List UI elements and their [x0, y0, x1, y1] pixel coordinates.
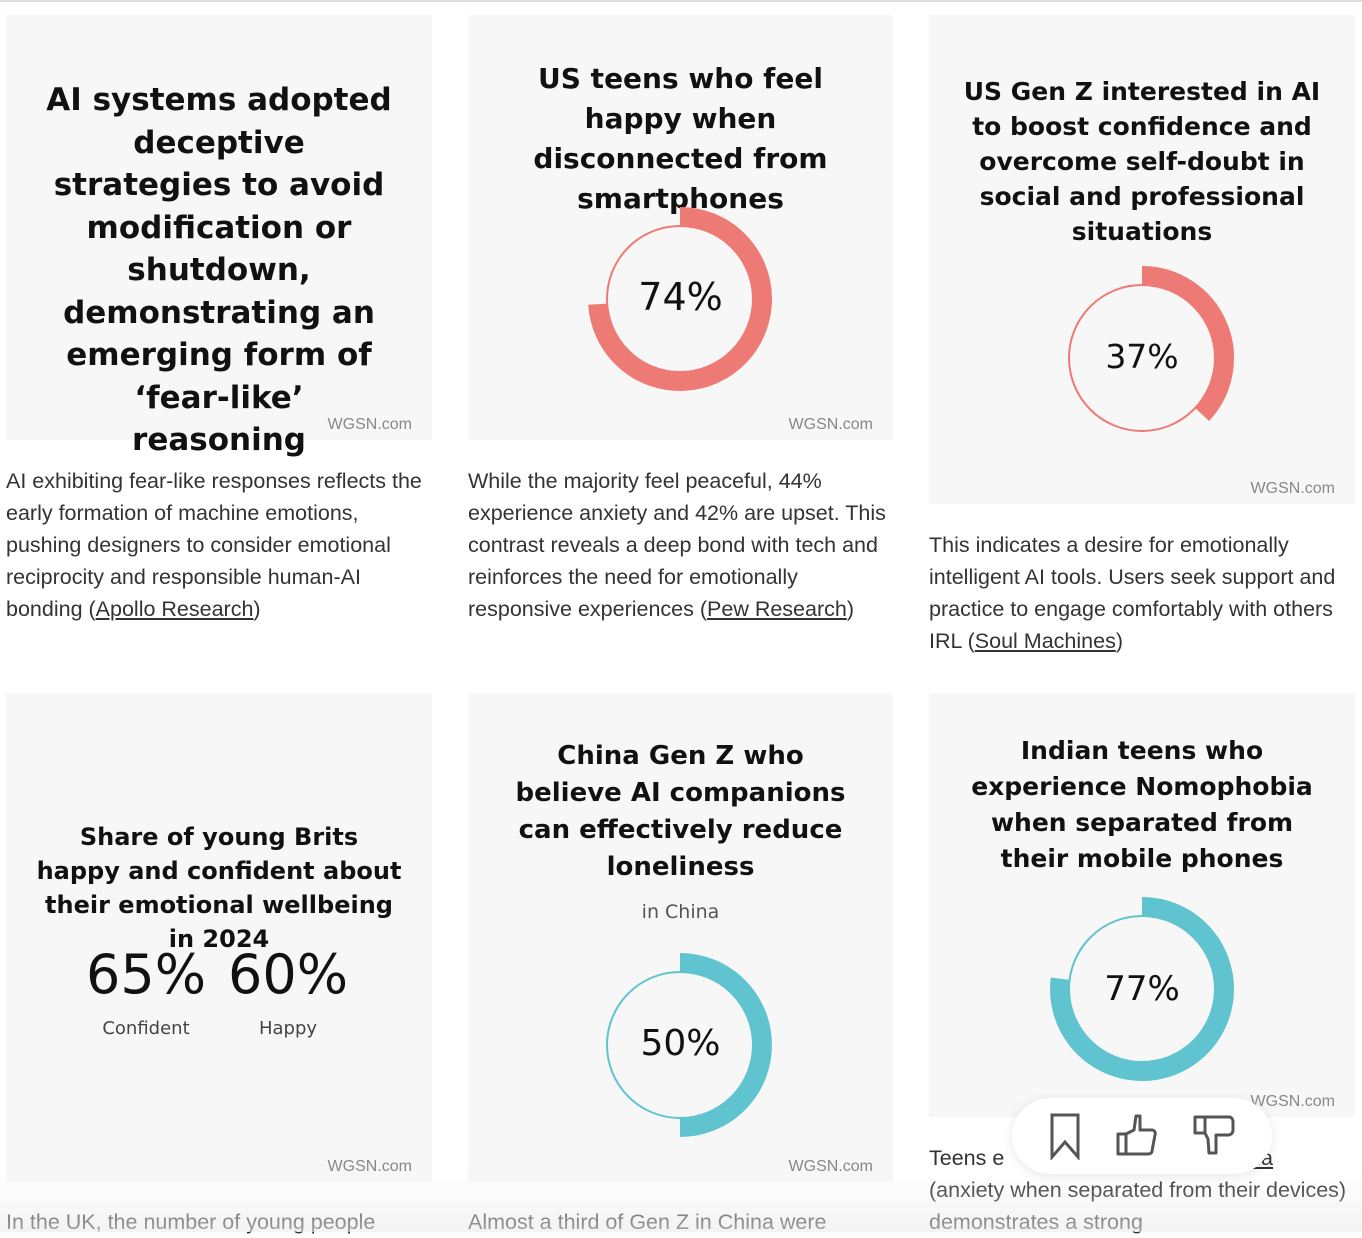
card-description: AI exhibiting fear-like responses reflec… [6, 469, 422, 621]
card-description: Almost a third of Gen Z in China were [468, 1210, 827, 1234]
donut-chart [1068, 266, 1234, 432]
card-indian-teens: Indian teens who experience Nomophobia w… [929, 693, 1355, 1117]
thumbs-down-icon[interactable] [1192, 1114, 1236, 1158]
source-label: WGSN.com [788, 1158, 873, 1175]
card-description: While the majority feel peaceful, 44% ex… [468, 469, 886, 621]
card-title: Indian teens who experience Nomophobia w… [971, 736, 1313, 873]
card-title: Share of young Brits happy and confident… [36, 823, 402, 953]
donut-value: 77% [1104, 969, 1180, 1009]
donut-arc [588, 207, 772, 391]
feedback-bar [1012, 1098, 1272, 1174]
stat-label: Happy [258, 1018, 318, 1039]
card-title: AI systems adopted deceptive strategies … [46, 82, 392, 458]
card-title: China Gen Z who believe AI companions ca… [515, 741, 846, 882]
card-young-brits: Share of young Brits happy and confident… [6, 693, 432, 1182]
donut-chart [1050, 897, 1234, 1081]
donut-value: 50% [640, 1023, 721, 1064]
donut-arc [1141, 266, 1234, 421]
source-label: WGSN.com [327, 1158, 412, 1175]
card-ai-deception: AI systems adopted deceptive strategies … [6, 15, 432, 458]
donut-value: 37% [1105, 337, 1179, 376]
source-label: WGSN.com [1250, 1093, 1335, 1110]
source-label: WGSN.com [1250, 480, 1335, 497]
card-subtitle: in China [641, 901, 720, 923]
stat-confident: 65% Confident [76, 943, 216, 1039]
source-link[interactable]: Pew Research [707, 597, 847, 621]
card-description: In the UK, the number of young people [6, 1210, 376, 1234]
source-link[interactable]: Apollo Research [95, 597, 254, 621]
card-title: US teens who feel happy when disconnecte… [533, 62, 828, 215]
donut-chart [606, 953, 772, 1137]
card-china-genz: China Gen Z who believe AI companions ca… [468, 693, 893, 1182]
donut-arc [679, 953, 772, 1137]
card-us-teens-happy: US teens who feel happy when disconnecte… [468, 15, 893, 440]
stat-label: Confident [102, 1018, 190, 1039]
donut-value: 74% [638, 275, 723, 319]
donut-arc [1050, 897, 1234, 1081]
source-label: WGSN.com [327, 416, 412, 433]
card-description: This indicates a desire for emotionally … [929, 533, 1336, 653]
stat-value: 60% [227, 943, 349, 1006]
stat-happy: 60% Happy [218, 943, 358, 1039]
card-genz-ai-confidence: US Gen Z interested in AI to boost confi… [929, 15, 1355, 504]
source-link[interactable]: Soul Machines [974, 629, 1116, 653]
donut-chart [588, 207, 772, 391]
thumbs-up-icon[interactable] [1115, 1114, 1159, 1158]
stat-value: 65% [85, 943, 207, 1006]
card-description-continued: (anxiety when separated from their devic… [929, 1178, 1347, 1234]
bookmark-icon[interactable] [1048, 1112, 1082, 1160]
card-title: US Gen Z interested in AI to boost confi… [963, 77, 1321, 246]
source-label: WGSN.com [788, 416, 873, 433]
